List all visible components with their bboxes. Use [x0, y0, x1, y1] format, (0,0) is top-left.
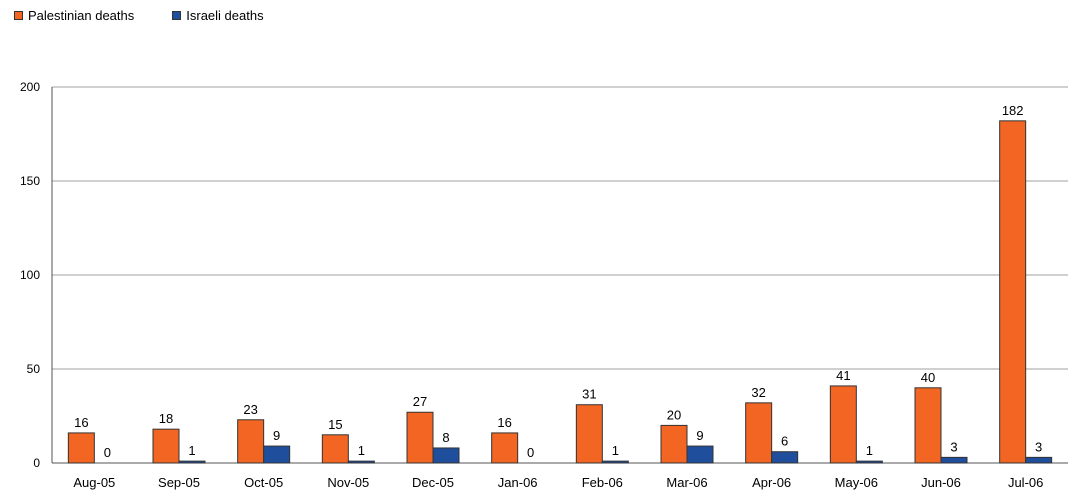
palestinian-bar-jun-06: [914, 387, 942, 464]
palestinian-bar-sep-05: [152, 428, 180, 464]
israeli-value-label: 8: [442, 430, 449, 445]
israeli-value-label: 1: [358, 443, 365, 458]
israeli-bar-dec-05: [432, 447, 460, 464]
palestinian-bar-jan-06: [491, 432, 519, 464]
palestinian-value-label: 15: [328, 417, 342, 432]
palestinian-bar-mar-06: [660, 424, 688, 464]
x-tick-label: Jun-06: [921, 475, 961, 490]
y-tick-label: 0: [33, 456, 40, 470]
israeli-bar-mar-06: [686, 445, 714, 464]
x-tick-label: Oct-05: [244, 475, 283, 490]
israeli-value-label: 9: [273, 428, 280, 443]
palestinian-bar-apr-06: [745, 402, 773, 464]
israeli-bar-may-06: [855, 460, 883, 464]
x-tick-label: Aug-05: [73, 475, 115, 490]
palestinian-bar-may-06: [829, 385, 857, 464]
israeli-value-label: 1: [612, 443, 619, 458]
israeli-value-label: 3: [1035, 439, 1042, 454]
x-tick-label: Jul-06: [1008, 475, 1043, 490]
palestinian-value-label: 16: [74, 415, 88, 430]
israeli-bar-jul-06: [1025, 456, 1053, 464]
israeli-bar-sep-05: [178, 460, 206, 464]
x-tick-label: Mar-06: [666, 475, 707, 490]
israeli-bar-jun-06: [940, 456, 968, 464]
israeli-value-label: 1: [866, 443, 873, 458]
israeli-value-label: 9: [696, 428, 703, 443]
palestinian-bar-oct-05: [237, 419, 265, 464]
palestinian-bar-jul-06: [999, 120, 1027, 464]
x-tick-label: May-06: [835, 475, 878, 490]
x-tick-label: Feb-06: [582, 475, 623, 490]
israeli-value-label: 6: [781, 434, 788, 449]
palestinian-value-label: 40: [921, 370, 935, 385]
palestinian-bar-feb-06: [575, 404, 603, 464]
y-tick-label: 50: [27, 362, 41, 376]
y-tick-label: 200: [20, 80, 40, 94]
x-tick-label: Sep-05: [158, 475, 200, 490]
legend-swatch-israeli: [172, 11, 182, 20]
legend-label-palestinian: Palestinian deaths: [28, 8, 135, 23]
x-tick-label: Apr-06: [752, 475, 791, 490]
palestinian-value-label: 16: [497, 415, 511, 430]
x-tick-label: Nov-05: [327, 475, 369, 490]
legend-label-israeli: Israeli deaths: [186, 8, 264, 23]
y-tick-label: 100: [20, 268, 40, 282]
palestinian-value-label: 182: [1002, 103, 1024, 118]
palestinian-value-label: 41: [836, 368, 850, 383]
palestinian-value-label: 32: [751, 385, 765, 400]
x-tick-label: Jan-06: [498, 475, 538, 490]
palestinian-bar-nov-05: [321, 434, 349, 464]
israeli-bar-oct-05: [263, 445, 291, 464]
palestinian-value-label: 20: [667, 407, 681, 422]
x-tick-label: Dec-05: [412, 475, 454, 490]
palestinian-value-label: 18: [159, 411, 173, 426]
chart-legend: Palestinian deaths Israeli deaths: [14, 8, 264, 23]
israeli-bar-apr-06: [771, 451, 799, 464]
palestinian-value-label: 23: [243, 402, 257, 417]
palestinian-value-label: 31: [582, 387, 596, 402]
israeli-value-label: 1: [188, 443, 195, 458]
israeli-bar-nov-05: [347, 460, 375, 464]
israeli-value-label: 3: [950, 439, 957, 454]
palestinian-value-label: 27: [413, 394, 427, 409]
israeli-value-label: 0: [104, 445, 111, 460]
legend-swatch-palestinian: [14, 11, 23, 20]
legend-item-palestinian: Palestinian deaths: [14, 8, 134, 23]
palestinian-bar-aug-05: [67, 432, 95, 464]
israeli-bar-feb-06: [601, 460, 629, 464]
legend-item-israeli: Israeli deaths: [172, 8, 264, 23]
y-tick-label: 150: [20, 174, 40, 188]
palestinian-bar-dec-05: [406, 411, 434, 464]
israeli-value-label: 0: [527, 445, 534, 460]
